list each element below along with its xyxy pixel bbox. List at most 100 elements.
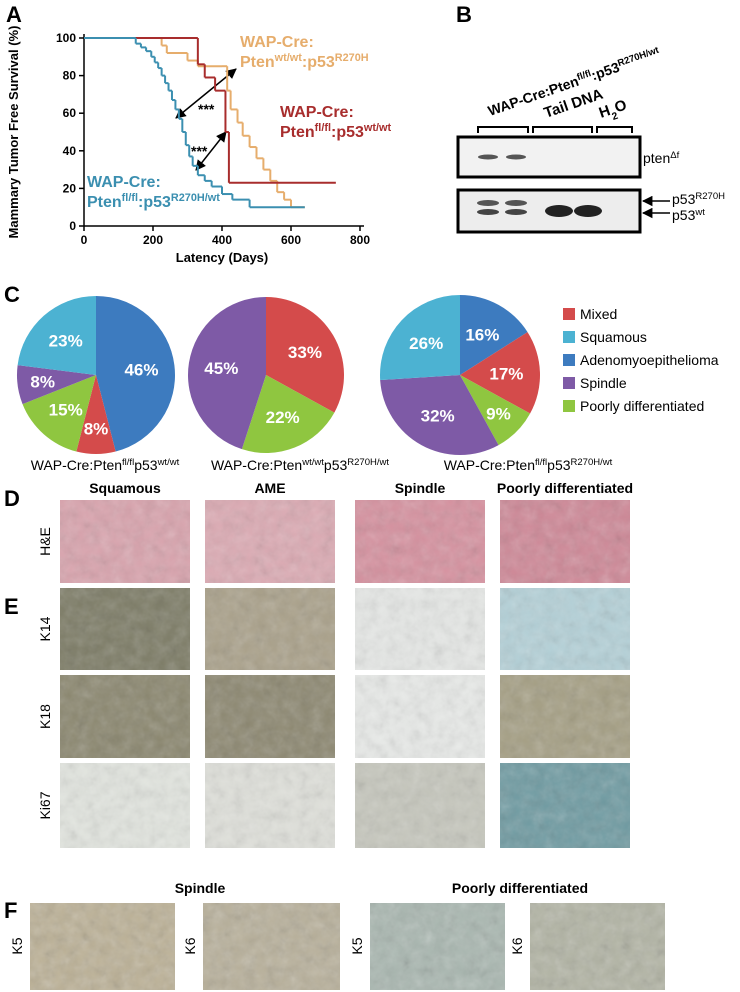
pie-value-label: 26%	[409, 334, 443, 353]
y-tick-label: 80	[63, 69, 77, 83]
significance: ***	[198, 101, 215, 117]
series-label: Ptenwt/wt:p53R270H	[240, 52, 369, 71]
row-label: K5	[9, 937, 25, 954]
legend-swatch	[563, 331, 575, 343]
text-run: WAP-Cre:	[240, 34, 314, 51]
series-label: Ptenfl/fl:p53wt/wt	[280, 122, 391, 141]
pie-value-label: 8%	[84, 420, 109, 439]
series-label: WAP-Cre:	[87, 174, 161, 191]
x-tick-label: 0	[81, 233, 88, 247]
pie-title: WAP-Cre:Ptenfl/flp53R270H/wt	[444, 457, 613, 474]
micrograph-texture	[205, 763, 335, 848]
legend-swatch	[563, 308, 575, 320]
column-header: Poorly differentiated	[452, 880, 588, 896]
text-run: wt/wt	[274, 52, 303, 64]
text-run: p53	[672, 191, 696, 207]
pie-slice	[380, 295, 460, 381]
column-header: Squamous	[89, 480, 161, 496]
text-run: R270H/wt	[347, 457, 389, 468]
pie-slice	[76, 375, 116, 455]
pie-title: WAP-Cre:Ptenfl/flp53wt/wt	[31, 457, 180, 474]
legend-label: Spindle	[580, 375, 627, 391]
lane-bracket	[477, 126, 633, 133]
text-run: R270H/wt	[171, 192, 220, 204]
pie-slice	[187, 297, 266, 450]
text-run: H	[597, 102, 613, 122]
x-tick-label: 600	[281, 233, 301, 247]
legend-swatch	[563, 377, 575, 389]
text-run: :p53	[331, 124, 364, 141]
gel-band	[477, 209, 499, 215]
text-run: WAP-Cre:Pten	[31, 457, 122, 473]
legend-swatch	[563, 354, 575, 366]
band-label: p53wt	[672, 207, 705, 224]
micrograph-texture	[205, 500, 335, 583]
pie-value-label: 15%	[49, 400, 83, 419]
legend-label: Poorly differentiated	[580, 398, 704, 414]
micrograph-texture	[370, 903, 505, 990]
y-tick-label: 60	[63, 106, 77, 120]
micrograph-texture	[500, 763, 630, 848]
text-run: WAP-Cre:	[87, 174, 161, 191]
micrograph-texture	[60, 763, 190, 848]
text-run: wt	[694, 207, 705, 218]
text-run: WAP-Cre:Pten	[211, 457, 302, 473]
micrograph-texture	[30, 903, 175, 990]
pie-value-label: 46%	[124, 360, 158, 379]
micrograph-texture	[60, 588, 190, 670]
text-run: fl/fl	[122, 192, 138, 204]
panel-letter: E	[4, 594, 19, 619]
text-run: :p53	[302, 54, 335, 71]
band-label: p53R270H	[672, 191, 725, 208]
series-label: WAP-Cre:	[240, 34, 314, 51]
row-label: K5	[349, 937, 365, 954]
pie-slice	[17, 296, 96, 375]
gel	[456, 126, 670, 234]
panel-letter: C	[4, 282, 20, 307]
panel-letter: F	[4, 898, 17, 923]
text-run: Pten	[280, 124, 315, 141]
text-run: R270H	[335, 52, 369, 64]
text-run: p53	[134, 457, 158, 473]
micrograph-texture	[355, 500, 485, 583]
text-run: :p53	[138, 194, 171, 211]
row-label: K6	[509, 937, 525, 954]
pie-value-label: 16%	[465, 325, 499, 344]
micrograph-texture	[500, 500, 630, 583]
panel-letter: A	[6, 2, 22, 27]
legend-swatch	[563, 400, 575, 412]
text-run: fl/fl	[315, 122, 331, 134]
row-label: K18	[37, 704, 53, 729]
micrograph-texture	[60, 500, 190, 583]
micrograph-texture	[530, 903, 665, 990]
text-run: fl/fl	[535, 457, 547, 468]
micrograph-texture	[203, 903, 340, 990]
pie-value-label: 8%	[30, 373, 55, 392]
comparison-arrow	[175, 68, 237, 119]
pie-slice	[460, 375, 531, 446]
micrograph-texture	[500, 588, 630, 670]
text-run: pten	[643, 150, 670, 166]
text-run: p53	[324, 457, 348, 473]
text-run: R270H	[695, 191, 725, 202]
panel-letter: D	[4, 486, 20, 511]
micrograph-texture	[205, 588, 335, 670]
legend-label: Squamous	[580, 329, 647, 345]
x-axis-label: Latency (Days)	[176, 250, 268, 265]
column-header: Spindle	[175, 880, 226, 896]
significance: ***	[191, 143, 208, 159]
text-run: Δf	[670, 150, 679, 161]
micrograph-texture	[205, 675, 335, 758]
text-run: wt/wt	[301, 457, 324, 468]
y-tick-label: 40	[63, 144, 77, 158]
gel-band	[506, 154, 526, 160]
y-tick-label: 0	[69, 219, 76, 233]
gel-band	[505, 209, 527, 215]
pie-value-label: 23%	[49, 332, 83, 351]
comparison-arrow	[195, 131, 227, 171]
column-header: Poorly differentiated	[497, 480, 633, 496]
text-run: WAP-Cre:Pten	[444, 457, 535, 473]
gel-band	[478, 154, 498, 160]
pie-value-label: 32%	[421, 407, 455, 426]
y-tick-label: 20	[63, 181, 77, 195]
